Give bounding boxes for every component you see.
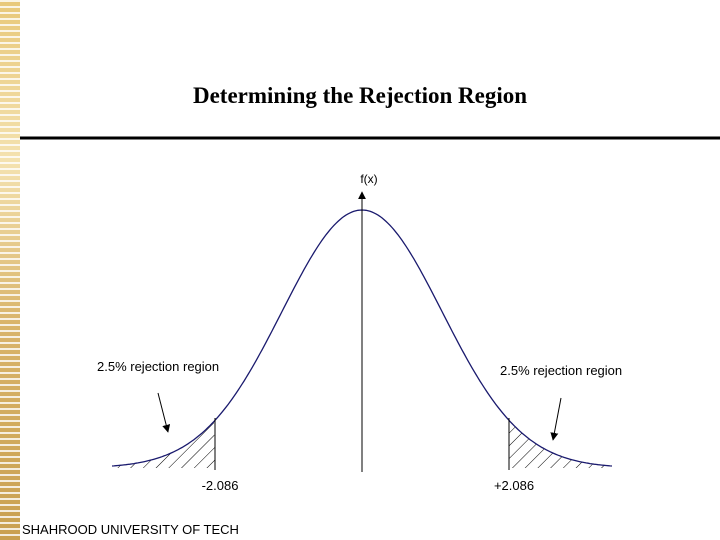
left-rejection-area <box>112 421 215 468</box>
left-region-label: 2.5% rejection region <box>97 359 219 374</box>
footer: SHAHROOD UNIVERSITY OF TECH <box>22 522 239 537</box>
decor-lines <box>0 0 20 540</box>
right-region-label: 2.5% rejection region <box>500 363 622 378</box>
right-rejection-area <box>509 420 612 468</box>
right-critical-value: +2.086 <box>494 478 534 493</box>
left-pointer <box>157 392 171 433</box>
slide-title: Determining the Rejection Region <box>193 83 527 108</box>
right-pointer <box>550 397 562 441</box>
axis-label: f(x) <box>360 172 377 186</box>
left-critical-value: -2.086 <box>202 478 239 493</box>
